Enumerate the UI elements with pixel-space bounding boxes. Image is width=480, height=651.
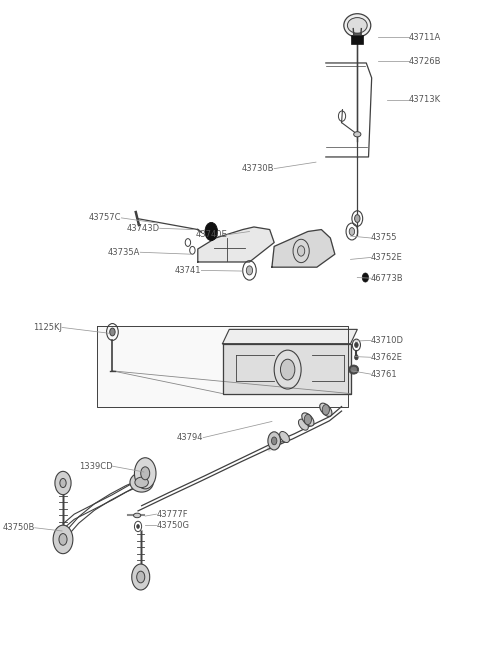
Polygon shape: [96, 326, 348, 406]
Text: 1125KJ: 1125KJ: [33, 323, 62, 332]
Text: 43730B: 43730B: [241, 164, 274, 173]
Polygon shape: [272, 230, 335, 267]
Polygon shape: [223, 344, 350, 394]
Circle shape: [55, 471, 71, 495]
Text: 43735A: 43735A: [108, 248, 140, 256]
Text: 43762E: 43762E: [371, 353, 403, 362]
Circle shape: [355, 342, 358, 348]
Ellipse shape: [344, 14, 371, 37]
Text: 43741: 43741: [175, 266, 202, 275]
Circle shape: [132, 564, 150, 590]
Text: 43726B: 43726B: [409, 57, 442, 66]
Text: 43740E: 43740E: [195, 230, 227, 240]
Text: 43752E: 43752E: [371, 253, 403, 262]
Ellipse shape: [349, 365, 359, 374]
Circle shape: [298, 246, 305, 256]
Text: 43711A: 43711A: [409, 33, 441, 42]
Ellipse shape: [320, 403, 332, 417]
Circle shape: [349, 228, 355, 236]
Circle shape: [137, 525, 139, 529]
Ellipse shape: [354, 132, 361, 137]
Ellipse shape: [130, 473, 153, 492]
Ellipse shape: [351, 367, 357, 372]
Circle shape: [362, 273, 369, 282]
Circle shape: [205, 223, 217, 241]
Circle shape: [110, 328, 115, 336]
Ellipse shape: [133, 513, 141, 518]
Circle shape: [355, 355, 358, 360]
Text: 43755: 43755: [371, 234, 397, 242]
Text: 1339CD: 1339CD: [79, 462, 112, 471]
Text: 43750G: 43750G: [156, 521, 190, 530]
Circle shape: [355, 215, 360, 223]
Text: 43710D: 43710D: [371, 336, 404, 345]
Circle shape: [141, 467, 150, 480]
Text: 43761: 43761: [371, 370, 397, 379]
Text: 46773B: 46773B: [371, 273, 403, 283]
Polygon shape: [223, 329, 357, 344]
Circle shape: [322, 404, 329, 415]
Circle shape: [268, 432, 280, 450]
Ellipse shape: [135, 477, 148, 488]
Text: 43750B: 43750B: [2, 523, 35, 533]
Bar: [351, 35, 363, 44]
Circle shape: [272, 437, 277, 445]
Circle shape: [60, 478, 66, 488]
Text: 43794: 43794: [177, 433, 203, 442]
Polygon shape: [198, 227, 274, 262]
Text: 43713K: 43713K: [409, 96, 441, 104]
Circle shape: [246, 266, 252, 275]
Ellipse shape: [348, 18, 367, 33]
Text: 43743D: 43743D: [126, 224, 160, 233]
Circle shape: [53, 525, 73, 553]
Circle shape: [137, 571, 145, 583]
Text: 43777F: 43777F: [156, 510, 188, 519]
Circle shape: [134, 458, 156, 489]
Ellipse shape: [302, 413, 314, 426]
Circle shape: [304, 414, 312, 424]
Ellipse shape: [299, 419, 308, 430]
Circle shape: [280, 359, 295, 380]
Circle shape: [59, 534, 67, 546]
Ellipse shape: [279, 432, 289, 443]
Text: 43757C: 43757C: [89, 214, 121, 223]
